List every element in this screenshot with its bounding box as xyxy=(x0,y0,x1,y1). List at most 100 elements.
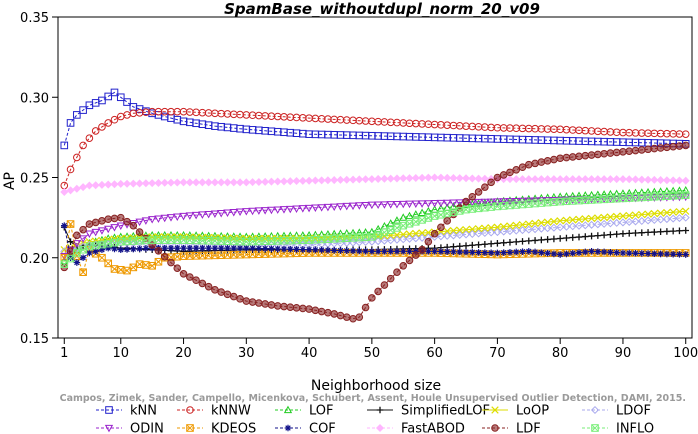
data-point-cof xyxy=(431,248,438,255)
y-tick-label: 0.30 xyxy=(20,91,49,106)
data-point-loop xyxy=(638,210,646,219)
data-point-fastabod xyxy=(531,175,540,184)
data-point-ldf xyxy=(66,247,75,256)
data-point-simplifiedlof xyxy=(67,238,74,245)
data-point-ldf xyxy=(575,152,583,161)
data-point-fastabod xyxy=(518,175,527,184)
data-point-odin xyxy=(97,227,107,235)
x-tick-label: 20 xyxy=(175,346,192,361)
data-point-ldf xyxy=(524,160,533,169)
data-point-ldf xyxy=(412,251,420,259)
data-point-fastabod xyxy=(248,178,257,187)
data-point-odin xyxy=(499,198,508,206)
data-point-ldof xyxy=(487,228,496,237)
data-point-odin xyxy=(279,206,289,214)
data-point-loop xyxy=(569,216,577,224)
legend-marker-knn xyxy=(105,406,113,414)
legend-marker-simplifiedlof xyxy=(376,406,384,414)
data-point-cof xyxy=(330,247,338,254)
x-tick-label: 30 xyxy=(238,346,255,361)
data-point-ldf xyxy=(217,288,226,296)
data-point-cof xyxy=(236,244,244,252)
data-point-loop xyxy=(550,217,558,226)
data-point-fastabod xyxy=(505,175,514,184)
data-point-ldf xyxy=(568,153,577,161)
data-point-cof xyxy=(525,248,533,255)
data-point-fastabod xyxy=(317,176,326,185)
data-point-cof xyxy=(600,248,608,256)
data-point-cof xyxy=(544,249,551,257)
data-point-loop xyxy=(587,214,596,223)
data-point-fastabod xyxy=(669,176,678,185)
data-point-ldof xyxy=(656,215,665,224)
data-point-fastabod xyxy=(430,173,439,182)
data-point-fastabod xyxy=(367,175,376,184)
data-point-cof xyxy=(663,250,671,258)
data-point-loop xyxy=(681,207,690,215)
data-point-loop xyxy=(594,214,602,222)
data-point-lof xyxy=(587,190,596,199)
legend-item-simplifiedlof: SimplifiedLOF xyxy=(367,404,490,419)
data-point-ldf xyxy=(104,215,113,224)
legend-item-knnw: kNNW xyxy=(177,404,251,419)
data-point-ldof xyxy=(600,219,609,228)
data-point-ldf xyxy=(336,311,345,320)
data-point-loop xyxy=(650,209,659,218)
data-point-simplifiedlof xyxy=(556,235,564,242)
data-point-ldof xyxy=(392,235,401,244)
data-point-ldf xyxy=(211,286,219,294)
data-point-ldof xyxy=(436,232,445,241)
legend: kNN kNNW LOF SimplifiedLOF LoOP LDOF ODIN KDEOS… xyxy=(96,404,654,434)
legend-marker-inflo xyxy=(591,424,599,432)
x-tick-label: 40 xyxy=(301,346,318,361)
legend-label-ldof: LDOF xyxy=(616,404,651,419)
data-point-lof xyxy=(380,221,389,230)
data-point-loop xyxy=(656,209,665,217)
series-fastabod xyxy=(60,173,690,196)
data-point-ldf xyxy=(405,256,414,265)
data-point-loop xyxy=(525,220,533,228)
data-point-loop xyxy=(556,217,564,225)
data-point-fastabod xyxy=(330,176,339,185)
data-point-cof xyxy=(481,249,489,256)
data-point-cof xyxy=(280,245,288,253)
data-point-ldof xyxy=(480,229,489,238)
data-point-simplifiedlof xyxy=(531,237,539,244)
data-point-fastabod xyxy=(342,175,351,184)
series-line-odin xyxy=(63,196,686,257)
data-point-cof xyxy=(255,245,263,252)
data-point-ldof xyxy=(405,234,414,243)
data-point-cof xyxy=(588,248,595,255)
data-point-ldof xyxy=(575,221,584,230)
data-point-cof xyxy=(98,246,106,254)
data-point-fastabod xyxy=(210,178,219,187)
data-point-inflo xyxy=(681,191,690,199)
data-point-fastabod xyxy=(612,175,621,184)
data-point-odin xyxy=(292,205,301,213)
data-point-odin xyxy=(386,201,395,209)
data-point-kdeos xyxy=(104,259,113,268)
data-point-fastabod xyxy=(392,174,401,183)
data-point-inflo xyxy=(418,216,426,224)
data-point-cof xyxy=(274,245,282,253)
data-point-cof xyxy=(450,248,457,256)
data-point-odin xyxy=(217,209,226,218)
data-point-ldof xyxy=(474,229,483,238)
data-point-cof xyxy=(205,244,212,252)
data-point-odin xyxy=(361,201,370,210)
x-tick-label: 10 xyxy=(112,346,129,361)
data-point-knnw xyxy=(98,123,106,131)
data-point-fastabod xyxy=(524,175,533,184)
data-point-cof xyxy=(468,248,476,256)
data-point-odin xyxy=(304,204,314,213)
data-point-cof xyxy=(123,246,131,253)
data-point-ldf xyxy=(305,305,313,313)
data-point-cof xyxy=(343,247,351,254)
data-point-simplifiedlof xyxy=(563,234,570,242)
data-point-fastabod xyxy=(436,173,445,182)
data-point-lof xyxy=(317,230,326,238)
legend-item-cof: COF xyxy=(275,422,336,434)
data-point-lof xyxy=(562,192,571,200)
data-point-kdeos xyxy=(154,257,163,266)
